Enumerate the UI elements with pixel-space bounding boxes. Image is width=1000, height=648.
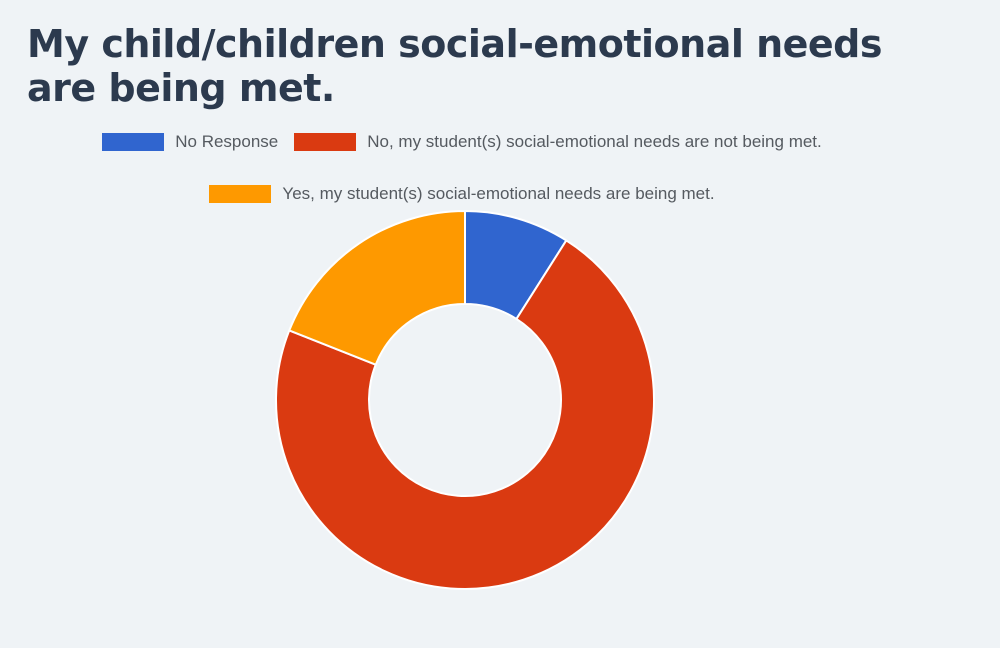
legend-item-met[interactable]: Yes, my student(s) social-emotional need…	[209, 183, 715, 205]
chart-legend: No Response No, my student(s) social-emo…	[0, 131, 924, 205]
donut-slice-met[interactable]	[288, 210, 466, 366]
legend-label-met: Yes, my student(s) social-emotional need…	[282, 184, 715, 203]
legend-label-not-met: No, my student(s) social-emotional needs…	[367, 132, 822, 151]
legend-item-no-response[interactable]: No Response	[102, 131, 278, 153]
chart-title: My child/children social-emotional needs…	[27, 22, 883, 110]
legend-item-not-met[interactable]: No, my student(s) social-emotional needs…	[294, 131, 822, 153]
legend-swatch-not-met	[294, 133, 357, 151]
donut-slice-not-met[interactable]	[275, 239, 655, 590]
legend-label-no-response: No Response	[175, 132, 279, 151]
legend-swatch-no-response	[102, 133, 165, 151]
legend-swatch-met	[209, 185, 272, 203]
